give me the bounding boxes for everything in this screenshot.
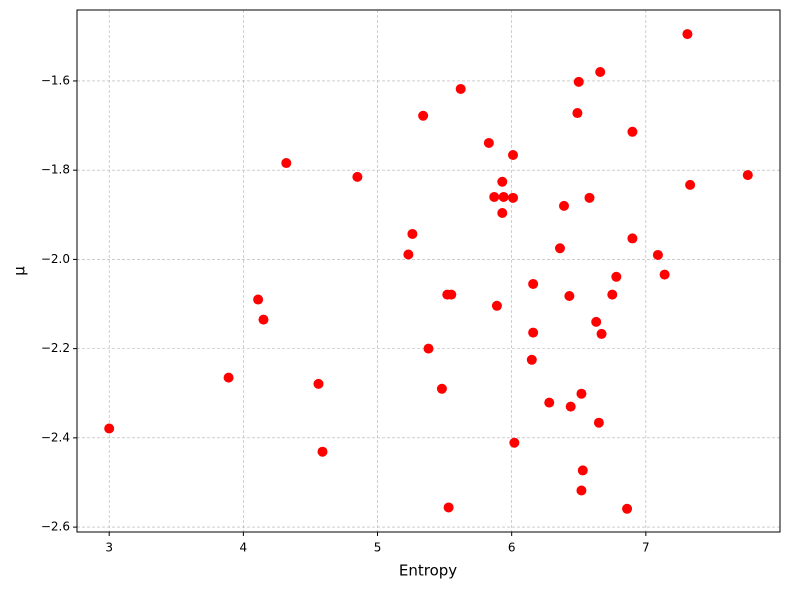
point <box>573 76 584 87</box>
point <box>418 110 429 121</box>
point <box>436 383 447 394</box>
point <box>611 271 622 282</box>
point <box>596 328 607 339</box>
point <box>572 108 583 119</box>
point <box>509 437 520 448</box>
point <box>508 150 519 160</box>
point <box>576 485 587 496</box>
point <box>659 269 670 280</box>
point <box>281 158 292 169</box>
point <box>528 278 539 289</box>
point <box>443 502 454 513</box>
point <box>313 378 324 389</box>
point <box>544 397 555 408</box>
point <box>576 388 587 399</box>
x-tick-label: 3 <box>105 541 113 555</box>
point <box>483 137 494 148</box>
point <box>607 289 618 300</box>
y-tick-label: −2.6 <box>41 520 70 534</box>
point <box>498 191 509 202</box>
y-tick-label: −1.6 <box>41 73 70 87</box>
point <box>491 300 502 311</box>
y-tick-label: −2.2 <box>41 341 70 355</box>
point <box>591 316 602 327</box>
x-axis-label: Entropy <box>399 562 457 580</box>
y-axis-label: μ <box>11 266 29 276</box>
point <box>627 126 638 137</box>
point <box>593 417 604 428</box>
point <box>622 503 633 514</box>
point <box>685 179 696 190</box>
y-tick-label: −2.0 <box>41 252 70 266</box>
point <box>577 465 588 476</box>
x-tick-label: 5 <box>374 541 382 555</box>
point <box>352 171 363 182</box>
point <box>526 354 537 365</box>
point <box>652 249 663 260</box>
point <box>508 192 519 203</box>
point <box>497 208 508 218</box>
x-tick-label: 4 <box>240 541 248 555</box>
y-tick-label: −2.4 <box>41 430 70 444</box>
point <box>565 401 576 412</box>
point <box>595 67 606 78</box>
point <box>104 423 115 434</box>
point <box>258 314 269 325</box>
x-tick-label: 7 <box>642 541 650 555</box>
point <box>584 192 595 203</box>
point <box>407 228 418 239</box>
point <box>223 372 234 383</box>
point <box>489 191 500 202</box>
y-tick-label: −1.8 <box>41 163 70 177</box>
point <box>564 290 575 301</box>
point <box>559 200 570 211</box>
point <box>627 233 638 244</box>
point <box>403 249 414 260</box>
point <box>423 343 434 354</box>
point <box>554 243 565 254</box>
x-tick-label: 6 <box>508 541 516 555</box>
plot-frame <box>76 9 781 533</box>
point <box>253 294 264 305</box>
point <box>682 29 693 40</box>
point <box>446 289 457 300</box>
point <box>742 170 753 181</box>
point <box>528 327 539 338</box>
point <box>317 446 328 457</box>
point <box>497 176 508 187</box>
point <box>455 83 466 94</box>
